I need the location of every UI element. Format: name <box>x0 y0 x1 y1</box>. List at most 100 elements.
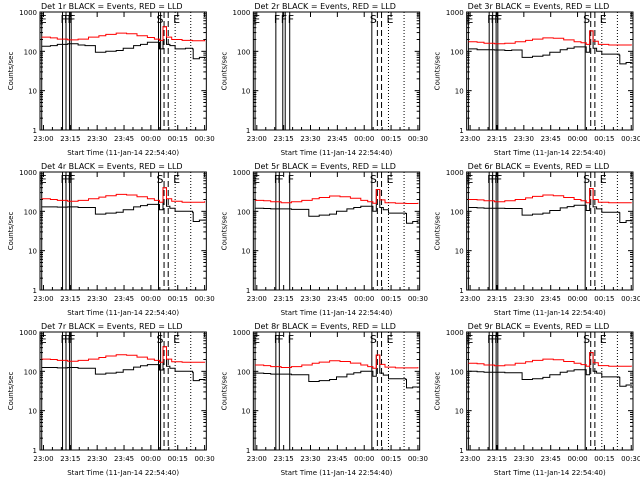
series-line-events <box>468 188 632 223</box>
series-line-events <box>468 352 632 387</box>
y-tick-label: 10 <box>28 408 37 416</box>
series-line-lld <box>41 346 206 363</box>
x-tick-label: 23:45 <box>327 455 347 463</box>
detector-panel-8: Det 8r BLACK = Events, RED = LLD Counts/s… <box>220 322 428 477</box>
marker-label: F <box>491 333 497 346</box>
x-tick-label: 23:30 <box>514 295 534 303</box>
marker-label: E <box>600 13 607 26</box>
plot-frame <box>466 331 634 451</box>
x-tick-label: 23:00 <box>460 295 480 303</box>
y-tick-label: 10 <box>241 408 250 416</box>
x-tick-label: 23:00 <box>247 135 267 143</box>
x-tick-label: 00:30 <box>408 455 428 463</box>
detector-panel-6: Det 6r BLACK = Events, RED = LLD Counts/s… <box>434 162 640 317</box>
y-axis-label: Counts/sec <box>220 212 228 251</box>
y-tick-label: 1000 <box>233 9 251 17</box>
x-tick-label: 00:30 <box>408 135 428 143</box>
x-tick-label: 23:45 <box>114 135 134 143</box>
marker-label: E <box>386 13 393 26</box>
x-tick-label: 23:15 <box>487 295 507 303</box>
marker-label: F <box>67 173 73 186</box>
marker-label: F <box>64 333 70 346</box>
marker-label: F <box>281 13 287 26</box>
marker-label: S <box>157 173 164 186</box>
marker-label: E <box>173 13 180 26</box>
series-line-events <box>255 354 419 389</box>
series-line-lld <box>41 187 206 203</box>
y-tick-label: 100 <box>450 368 463 376</box>
series-line-lld <box>41 26 206 42</box>
y-axis-label: Counts/sec <box>434 212 442 251</box>
marker-label: F <box>61 173 67 186</box>
x-tick-label: 23:45 <box>114 295 134 303</box>
y-tick-label: 100 <box>24 208 37 216</box>
x-tick-label: 23:15 <box>60 135 80 143</box>
marker-label: F <box>288 333 294 346</box>
x-tick-label: 00:30 <box>195 135 215 143</box>
y-axis-label: Counts/sec <box>7 52 15 91</box>
x-tick-label: 23:45 <box>114 455 134 463</box>
marker-label: S <box>157 333 164 346</box>
panel-title: Det 2r BLACK = Events, RED = LLD <box>254 2 396 11</box>
marker-label: F <box>274 173 280 186</box>
marker-label: F <box>274 13 280 26</box>
marker-label: F <box>277 173 283 186</box>
x-tick-label: 23:45 <box>541 455 561 463</box>
x-axis-label: Start Time (11-Jan-14 22:54:40) <box>67 309 179 317</box>
y-axis-label: Counts/sec <box>7 372 15 411</box>
y-tick-label: 1000 <box>446 169 464 177</box>
x-tick-label: 23:45 <box>327 295 347 303</box>
x-tick-label: 00:00 <box>354 295 374 303</box>
y-tick-label: 100 <box>24 368 37 376</box>
marker-label: S <box>370 13 377 26</box>
marker-label: S <box>370 333 377 346</box>
x-tick-label: 23:00 <box>33 295 53 303</box>
marker-label: F <box>496 333 502 346</box>
plot-frame <box>39 331 207 451</box>
y-tick-label: 10 <box>241 248 250 256</box>
x-tick-label: 23:00 <box>247 455 267 463</box>
x-axis-label: Start Time (11-Jan-14 22:54:40) <box>494 309 606 317</box>
series-line-events <box>468 30 632 65</box>
x-tick-label: 23:15 <box>60 455 80 463</box>
x-axis-label: Start Time (11-Jan-14 22:54:40) <box>281 469 393 477</box>
plot-frame <box>466 171 634 291</box>
x-axis-label: Start Time (11-Jan-14 22:54:40) <box>67 149 179 157</box>
panel-title: Det 9r BLACK = Events, RED = LLD <box>468 322 610 331</box>
detector-panel-3: Det 3r BLACK = Events, RED = LLD Counts/s… <box>434 2 640 157</box>
marker-label: F <box>487 173 493 186</box>
marker-label: F <box>496 13 502 26</box>
y-axis-label: Counts/sec <box>220 372 228 411</box>
x-axis-label: Start Time (11-Jan-14 22:54:40) <box>494 149 606 157</box>
marker-label: E <box>466 173 473 186</box>
x-tick-label: 00:30 <box>621 135 640 143</box>
x-tick-label: 23:15 <box>60 295 80 303</box>
marker-label: F <box>288 13 294 26</box>
y-tick-label: 100 <box>450 208 463 216</box>
x-tick-label: 00:00 <box>141 135 161 143</box>
x-tick-label: 23:30 <box>300 135 320 143</box>
marker-label: F <box>64 173 70 186</box>
marker-label: S <box>157 13 164 26</box>
y-tick-label: 1 <box>33 447 37 455</box>
detector-panel-7: Det 7r BLACK = Events, RED = LLD Counts/s… <box>7 322 215 477</box>
x-tick-label: 23:45 <box>541 135 561 143</box>
x-axis-label: Start Time (11-Jan-14 22:54:40) <box>67 469 179 477</box>
y-tick-label: 10 <box>455 248 464 256</box>
marker-label: E <box>40 13 47 26</box>
detector-panel-5: Det 5r BLACK = Events, RED = LLD Counts/s… <box>220 162 428 317</box>
y-tick-label: 10 <box>28 248 37 256</box>
x-tick-label: 00:30 <box>621 295 640 303</box>
x-tick-label: 23:30 <box>87 295 107 303</box>
x-tick-label: 00:15 <box>168 135 188 143</box>
y-tick-label: 10 <box>28 88 37 96</box>
series-line-lld <box>255 189 419 204</box>
x-tick-label: 23:30 <box>300 455 320 463</box>
x-tick-label: 23:30 <box>87 455 107 463</box>
marker-label: S <box>370 173 377 186</box>
x-tick-label: 23:00 <box>247 295 267 303</box>
x-axis-label: Start Time (11-Jan-14 22:54:40) <box>494 469 606 477</box>
x-tick-label: 23:00 <box>460 135 480 143</box>
marker-label: F <box>67 333 73 346</box>
y-tick-label: 100 <box>237 368 250 376</box>
